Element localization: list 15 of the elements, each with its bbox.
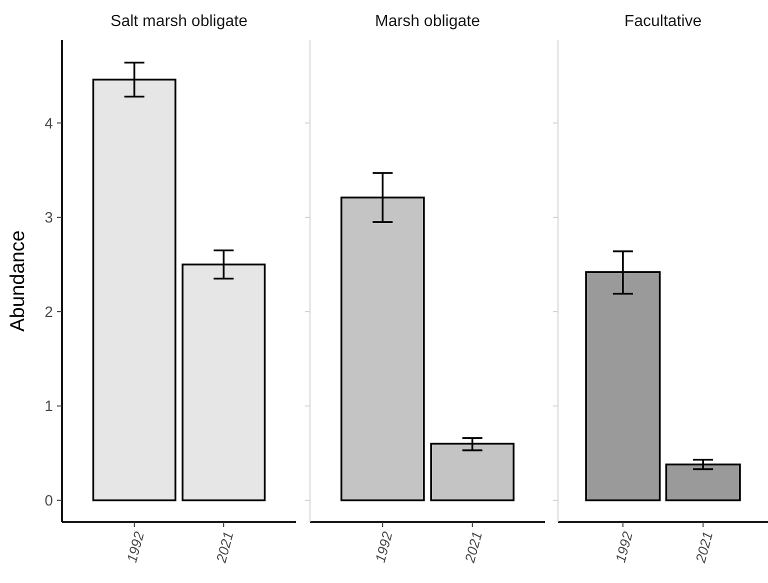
y-tick-label: 4 — [44, 115, 53, 132]
x-tick-label: 2021 — [461, 530, 485, 566]
y-tick-label: 2 — [44, 304, 53, 321]
x-tick-label: 1992 — [372, 530, 396, 564]
x-tick-label: 1992 — [123, 530, 148, 564]
x-tick-label: 2021 — [212, 530, 236, 566]
y-axis-title: Abundance — [7, 230, 29, 332]
chart-title: Marsh obligate — [375, 13, 480, 30]
x-tick-label: 2021 — [692, 530, 716, 566]
y-tick-label: 3 — [44, 210, 53, 227]
chart-title: Facultative — [624, 13, 702, 30]
y-tick-label: 0 — [44, 492, 53, 510]
chart-title: Salt marsh obligate — [110, 13, 248, 30]
y-tick-label: 1 — [44, 398, 53, 416]
x-tick-label: 1992 — [612, 530, 636, 564]
